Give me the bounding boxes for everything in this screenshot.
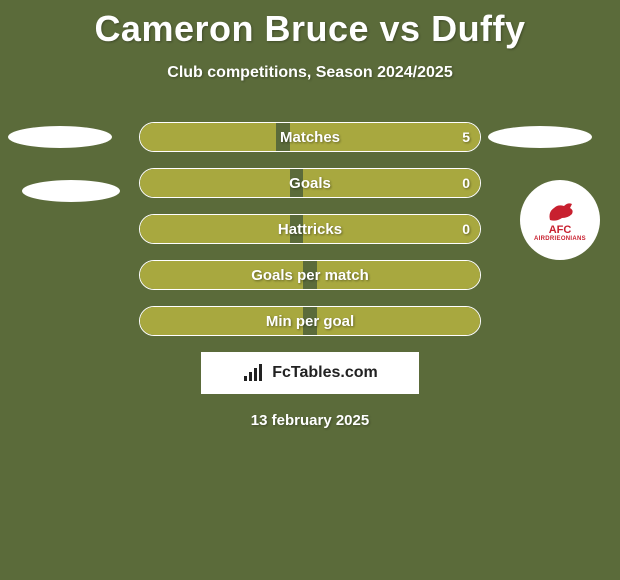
- decor-ellipse-2: [22, 180, 120, 202]
- stat-label: Hattricks: [278, 221, 342, 238]
- bars-icon: [242, 364, 266, 382]
- stat-label: Matches: [280, 129, 340, 146]
- date-text: 13 february 2025: [0, 412, 620, 429]
- stat-value-right: 0: [462, 175, 470, 191]
- subtitle: Club competitions, Season 2024/2025: [0, 64, 620, 82]
- stat-row: Min per goal: [139, 306, 481, 336]
- stat-label: Min per goal: [266, 313, 354, 330]
- decor-ellipse-1: [8, 126, 112, 148]
- stat-label: Goals: [289, 175, 331, 192]
- club-badge-inner: AFC AIRDRIEONIANS: [534, 198, 586, 242]
- rooster-icon: [542, 198, 578, 226]
- stat-fill-left: [140, 123, 276, 151]
- club-badge: AFC AIRDRIEONIANS: [520, 180, 600, 260]
- badge-text-bottom: AIRDRIEONIANS: [534, 236, 586, 242]
- stat-value-right: 0: [462, 221, 470, 237]
- page-title: Cameron Bruce vs Duffy: [0, 0, 620, 50]
- watermark-text: FcTables.com: [272, 364, 378, 382]
- stat-row: Matches 5: [139, 122, 481, 152]
- decor-ellipse-3: [488, 126, 592, 148]
- stat-row: Goals 0: [139, 168, 481, 198]
- watermark: FcTables.com: [201, 352, 419, 394]
- stat-row: Goals per match: [139, 260, 481, 290]
- stat-fill-left: [140, 215, 290, 243]
- stat-fill-left: [140, 169, 290, 197]
- stat-value-right: 5: [462, 129, 470, 145]
- stat-row: Hattricks 0: [139, 214, 481, 244]
- stat-label: Goals per match: [251, 267, 369, 284]
